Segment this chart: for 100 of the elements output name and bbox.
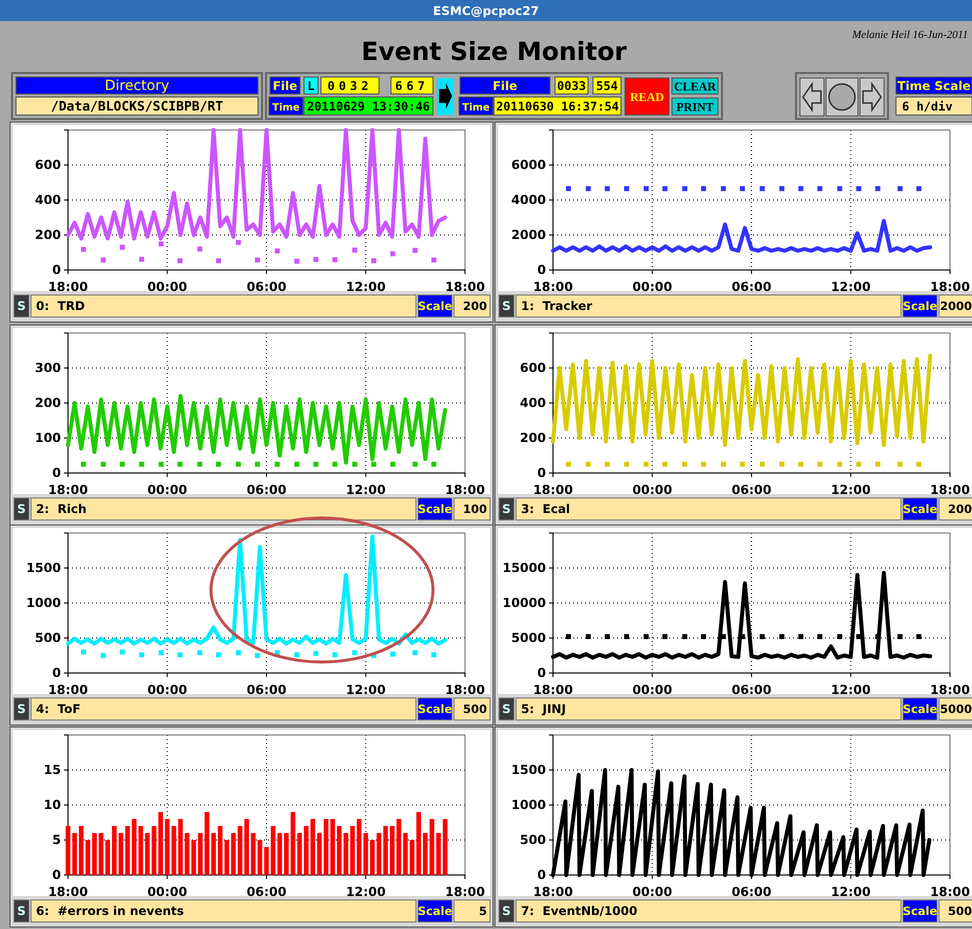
text: 0032: [328, 79, 372, 93]
bar: [145, 833, 150, 875]
bar: [178, 819, 183, 875]
text: Melanie Heil 16-Jun-2011: [851, 29, 968, 41]
y-tick-label: 0: [52, 665, 62, 680]
y-tick-label: 200: [34, 395, 62, 410]
text: 200: [462, 299, 487, 313]
x-tick-label: 00:00: [147, 482, 188, 497]
bar: [184, 833, 190, 875]
y-tick-label: 300: [34, 360, 62, 375]
bar: [231, 833, 236, 875]
y-tick-label: 5000: [511, 630, 546, 645]
x-tick-label: 12:00: [830, 682, 871, 697]
text: S: [502, 299, 511, 313]
x-tick-label: 18:00: [445, 884, 486, 899]
text: L: [307, 79, 315, 93]
text: 5000: [940, 702, 972, 716]
x-tick-label: 18:00: [48, 682, 88, 697]
point: [431, 258, 436, 263]
text: CLEAR: [674, 80, 716, 94]
y-tick-label: 0: [537, 465, 546, 480]
y-tick-label: 200: [34, 227, 62, 242]
text: 20110629 13:30:46: [307, 100, 430, 114]
text: Scale: [902, 502, 938, 516]
point: [139, 256, 144, 262]
text: 4: ToF: [36, 702, 81, 716]
line-series: [66, 394, 448, 464]
y-tick-label: 100: [34, 430, 62, 445]
point: [236, 240, 241, 245]
y-tick-label: 10: [44, 797, 62, 812]
point: [390, 251, 396, 256]
bar: [211, 833, 216, 875]
bar: [356, 819, 362, 875]
y-tick-label: 1000: [511, 797, 546, 812]
bar: [118, 833, 124, 875]
bar: [383, 826, 388, 875]
y-tick-label: 400: [34, 192, 62, 207]
bar: [105, 840, 110, 875]
y-tick-label: 500: [520, 832, 546, 847]
x-tick-label: 18:00: [48, 482, 88, 497]
y-tick-label: 400: [520, 395, 546, 410]
text: READ: [630, 90, 664, 104]
x-tick-label: 00:00: [147, 278, 188, 294]
bar: [376, 833, 382, 875]
bar: [198, 833, 203, 875]
bar: [138, 826, 144, 875]
text: S: [502, 502, 511, 516]
x-tick-label: 00:00: [147, 884, 188, 899]
x-tick-label: 00:00: [632, 682, 672, 697]
text: S: [17, 904, 26, 918]
text: Scale: [418, 702, 452, 716]
text: Scale: [902, 702, 938, 716]
x-tick-label: 00:00: [147, 682, 188, 697]
bar: [191, 840, 196, 875]
bar: [416, 812, 421, 875]
bar: [152, 826, 156, 875]
y-tick-label: 1500: [511, 762, 546, 777]
point: [412, 248, 418, 253]
text: Time: [462, 102, 490, 114]
text: S: [502, 904, 511, 918]
y-tick-label: 4000: [511, 192, 546, 207]
bar: [390, 826, 395, 875]
text: 6 h/div: [902, 100, 953, 114]
line-series: [66, 534, 448, 646]
x-tick-label: 06:00: [732, 682, 772, 697]
bar: [422, 833, 428, 875]
point: [120, 244, 125, 250]
bar: [304, 826, 309, 875]
bar: [324, 819, 328, 875]
bar: [72, 833, 77, 875]
x-tick-label: 12:00: [830, 278, 871, 294]
x-tick-label: 06:00: [732, 278, 772, 294]
text: Event Size Monitor: [361, 37, 628, 66]
bar: [92, 833, 97, 875]
text: Directory: [104, 78, 170, 94]
point: [197, 246, 202, 252]
x-tick-label: 06:00: [246, 278, 287, 294]
text: PRINT: [676, 100, 714, 114]
text: 667: [395, 79, 429, 93]
text: 1: Tracker: [521, 299, 592, 313]
bar: [436, 833, 441, 875]
text: 554: [596, 79, 618, 93]
y-tick-label: 0: [537, 867, 546, 882]
y-tick-label: 0: [52, 465, 62, 480]
x-tick-label: 06:00: [246, 682, 287, 697]
bar: [112, 826, 117, 875]
text: 100: [462, 502, 487, 516]
text: Scale: [418, 904, 452, 918]
text: 500: [948, 904, 972, 918]
text: 2: Rich: [36, 502, 87, 516]
text: 0: TRD: [36, 299, 85, 313]
bar: [125, 826, 130, 875]
text: /Data/BLOCKS/SCIBPB/RT: [50, 100, 224, 114]
text: 3: Ecal: [521, 502, 570, 516]
y-tick-label: 0: [52, 867, 62, 882]
x-tick-label: 12:00: [346, 278, 386, 294]
x-tick-label: 18:00: [930, 482, 970, 497]
line-series: [551, 354, 932, 447]
point: [80, 246, 86, 252]
x-tick-label: 12:00: [830, 482, 871, 497]
